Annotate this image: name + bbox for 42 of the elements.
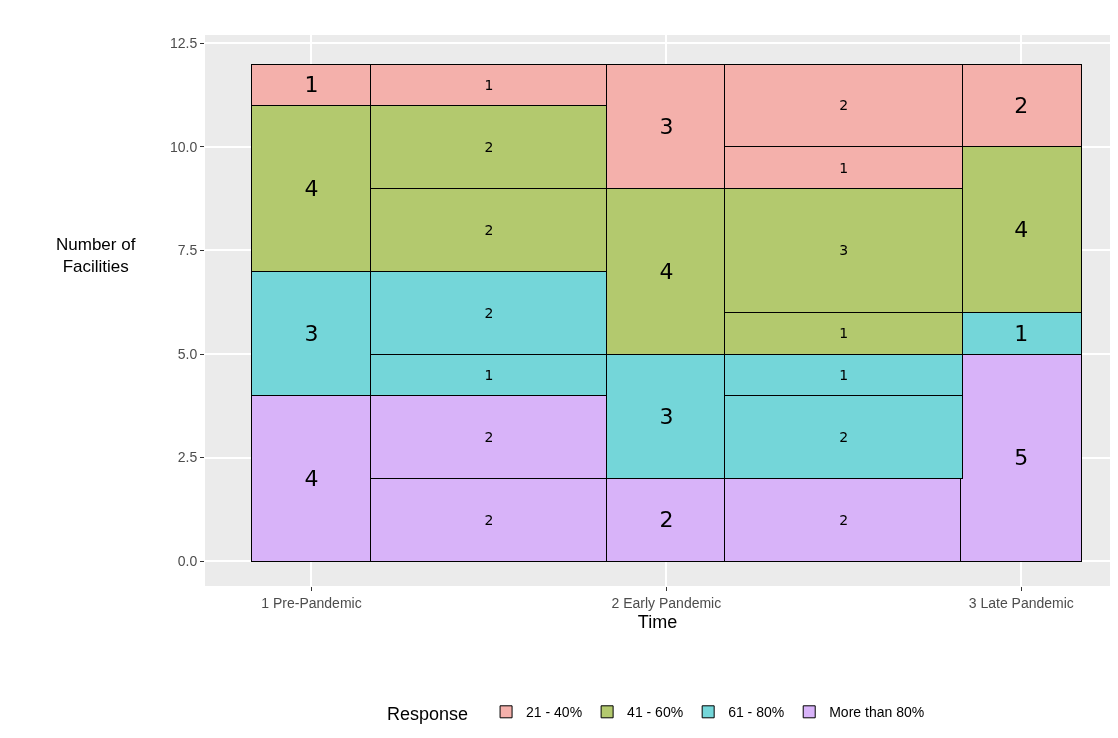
y-tick-label: 12.5 — [169, 35, 198, 52]
x-tick-label: 2 Early Pandemic — [611, 594, 722, 611]
data-label: 3 — [659, 113, 674, 139]
y-tick-label: 0.0 — [177, 553, 198, 570]
y-tick-label: 7.5 — [177, 242, 198, 259]
data-label: 3 — [839, 242, 849, 259]
data-label: 4 — [304, 465, 319, 491]
data-label: 5 — [1014, 445, 1029, 471]
data-label: 4 — [659, 258, 674, 284]
y-tick-label: 2.5 — [177, 449, 198, 466]
data-label: 2 — [484, 428, 494, 445]
data-label: 2 — [484, 221, 494, 238]
legend-label: 21 - 40% — [526, 704, 583, 721]
y-axis-title: Number of Facilities — [56, 235, 136, 277]
legend-label: 61 - 80% — [728, 704, 785, 721]
data-label: 1 — [839, 325, 849, 342]
legend-label: More than 80% — [829, 704, 925, 721]
data-label: 2 — [484, 511, 494, 528]
data-label: 1 — [484, 366, 494, 383]
data-label: 4 — [304, 175, 319, 201]
x-tick-label: 3 Late Pandemic — [968, 594, 1074, 611]
data-label: 3 — [659, 403, 674, 429]
data-label: 2 — [484, 304, 494, 321]
data-label: 2 — [839, 428, 849, 445]
data-label: 1 — [839, 366, 849, 383]
y-tick-label: 10.0 — [169, 138, 198, 155]
data-label: 2 — [1014, 92, 1029, 118]
data-label: 1 — [304, 72, 319, 98]
y-tick-label: 5.0 — [177, 345, 198, 362]
data-label: 2 — [839, 97, 849, 114]
legend-label: 41 - 60% — [627, 704, 684, 721]
data-label: 1 — [484, 76, 494, 93]
data-label: 1 — [839, 159, 849, 176]
x-axis-title: Time — [637, 611, 678, 632]
data-label: 2 — [659, 507, 674, 533]
data-label: 4 — [1014, 217, 1029, 243]
data-label: 2 — [839, 511, 849, 528]
data-label: 3 — [304, 320, 319, 346]
data-label: 2 — [484, 138, 494, 155]
x-tick-label: 1 Pre-Pandemic — [261, 594, 362, 611]
legend-title: Response — [387, 703, 479, 724]
data-label: 1 — [1014, 320, 1029, 346]
